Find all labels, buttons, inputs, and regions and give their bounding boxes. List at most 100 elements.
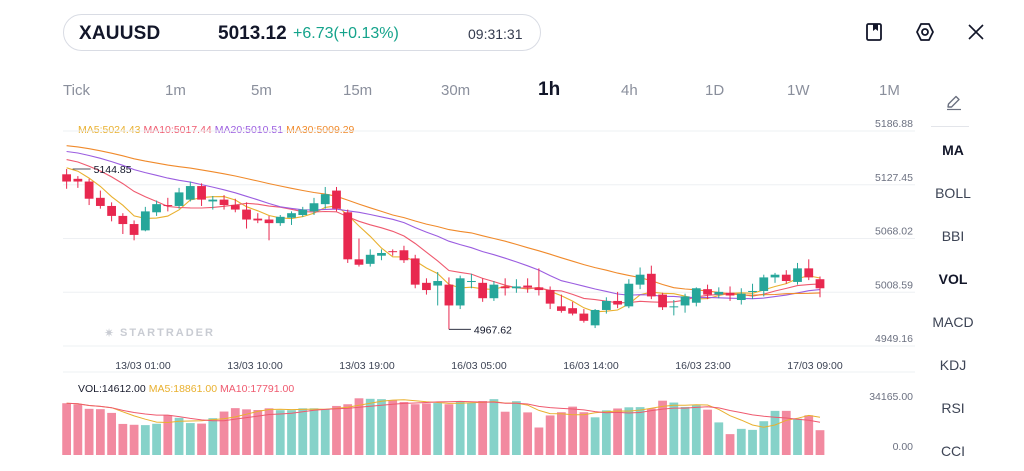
candle-64: [781, 270, 791, 284]
candle-body: [388, 251, 398, 253]
candle-body: [624, 283, 634, 307]
tab-timeframe-5m[interactable]: 5m: [251, 82, 272, 99]
candle-body: [309, 203, 319, 212]
close-icon[interactable]: [964, 20, 988, 44]
candle-7: [140, 206, 150, 232]
candle-body: [163, 205, 173, 207]
volume-bar-59: [725, 434, 735, 455]
symbol-price-pill[interactable]: XAUUSD 5013.12 +6.73(+0.13%) 09:31:31: [63, 14, 541, 51]
candle-body: [545, 290, 555, 304]
volume-bar-21: [298, 408, 308, 455]
candle-body: [73, 178, 83, 182]
candle-63: [770, 272, 780, 283]
ma-legend-item-0: MA5:5024.43: [78, 124, 141, 136]
volume-bar-67: [815, 430, 825, 455]
ma-legend-item-1: MA10:5017.44: [143, 124, 212, 136]
volume-bar-23: [320, 409, 330, 455]
indicator-cci[interactable]: CCI: [940, 443, 966, 459]
candle-body: [332, 190, 341, 209]
ma20-line: [66, 150, 821, 300]
volume-bar-19: [275, 410, 285, 455]
volume-bar-6: [129, 424, 139, 455]
tab-timeframe-15m[interactable]: 15m: [343, 82, 373, 99]
symbol-name: XAUUSD: [79, 23, 161, 44]
candle-body: [185, 186, 195, 200]
pencil-icon[interactable]: [944, 92, 964, 112]
tab-timeframe-4h[interactable]: 4h: [621, 82, 638, 99]
candle-body: [556, 306, 566, 311]
candle-body: [253, 218, 263, 221]
candle-29: [388, 249, 398, 256]
tab-timeframe-1m[interactable]: 1m: [165, 82, 186, 99]
settings-icon[interactable]: [913, 20, 937, 44]
candle-body: [399, 250, 409, 261]
indicator-kdj[interactable]: KDJ: [939, 357, 967, 373]
candle-33: [433, 271, 443, 306]
indicator-vol[interactable]: VOL: [938, 271, 968, 287]
candle-body: [601, 300, 611, 310]
candle-body: [298, 209, 308, 216]
candle-body: [365, 254, 375, 264]
candle-body: [320, 194, 330, 205]
indicator-boll[interactable]: BOLL: [935, 185, 971, 201]
volume-bar-47: [590, 417, 600, 455]
volume-bar-2: [84, 408, 94, 455]
x-axis-label-4: 16/03 14:00: [563, 360, 619, 372]
indicator-ma[interactable]: MA: [942, 142, 964, 158]
candle-body: [759, 277, 769, 291]
vol-legend-item-2: MA10:17791.00: [220, 383, 295, 395]
tab-timeframe-1w[interactable]: 1W: [787, 82, 810, 99]
volume-bar-8: [152, 423, 161, 455]
candlestick-chart[interactable]: 5186.88 5127.45 5068.02 5008.59 4949.16 START…: [0, 0, 925, 471]
volume-bar-62: [759, 421, 769, 455]
volume-bar-3: [95, 409, 105, 455]
candle-body: [635, 274, 645, 285]
candle-body: [377, 252, 386, 256]
volume-bar-9: [163, 415, 173, 455]
candle-body: [433, 281, 443, 286]
current-price: 5013.12: [218, 23, 287, 44]
tab-timeframe-1d[interactable]: 1D: [705, 82, 725, 99]
volume-bar-32: [422, 403, 431, 455]
candle-45: [568, 301, 578, 316]
x-axis-label-0: 13/03 01:00: [115, 360, 171, 372]
candle-26: [354, 238, 364, 267]
candle-66: [804, 259, 814, 281]
candle-body: [444, 284, 454, 306]
candle-48: [601, 297, 611, 314]
ma-legend: MA5:5024.43 MA10:5017.44 MA20:5010.51 MA30:…: [78, 124, 357, 136]
annotation-label-0: 5144.85: [94, 164, 132, 176]
indicator-macd[interactable]: MACD: [932, 314, 974, 330]
tab-timeframe-30m[interactable]: 30m: [441, 82, 471, 99]
tab-timeframe-1h[interactable]: 1h: [538, 79, 561, 100]
watermark-star-icon: ✷: [104, 326, 114, 340]
candle-67: [815, 276, 825, 298]
volume-bar-65: [793, 418, 802, 455]
candle-body: [590, 309, 600, 326]
candle-57: [703, 284, 712, 300]
candle-body: [343, 212, 353, 260]
candle-44: [556, 294, 566, 313]
volume-ma5-line: [66, 399, 821, 428]
tab-timeframe-tick[interactable]: Tick: [63, 82, 90, 99]
volume-bar-34: [444, 404, 454, 455]
indicator-rsi[interactable]: RSI: [941, 400, 965, 416]
candle-22: [309, 197, 319, 216]
candle-14: [219, 195, 229, 210]
volume-ma10-line: [66, 400, 821, 423]
price-tick-label-3: 5008.59: [875, 279, 913, 291]
volume-bar-29: [388, 399, 398, 455]
volume-bar-45: [568, 406, 578, 455]
candle-27: [365, 249, 375, 267]
volume-bar-66: [804, 415, 814, 455]
bookmark-icon[interactable]: [862, 20, 886, 44]
volume-bar-40: [512, 401, 521, 455]
candle-28: [377, 249, 386, 261]
price-tick-label-0: 5186.88: [875, 118, 913, 130]
volume-bar-51: [635, 407, 645, 455]
volume-tick-label-0: 34165.00: [869, 391, 913, 403]
tab-timeframe-1m[interactable]: 1M: [879, 82, 900, 99]
volume-bar-28: [377, 399, 386, 455]
volume-bar-61: [748, 429, 757, 455]
indicator-bbi[interactable]: BBI: [941, 228, 965, 244]
